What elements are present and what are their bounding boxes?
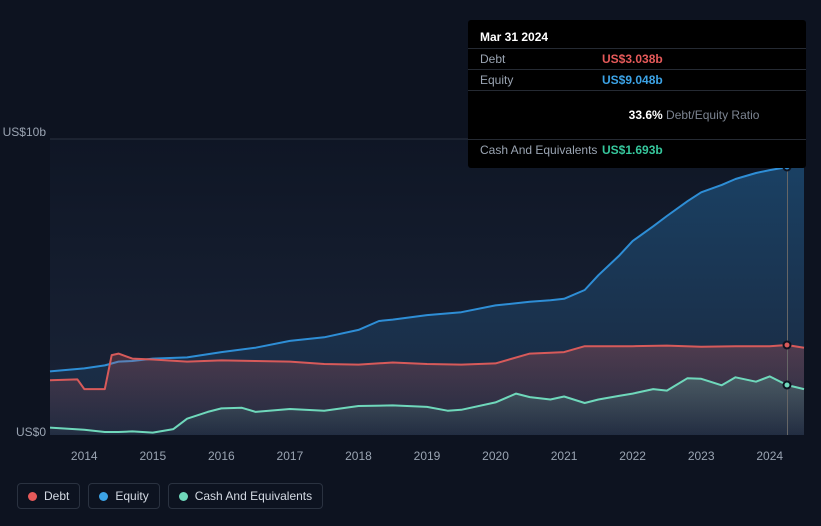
y-tick-label: US$0 (0, 425, 46, 439)
legend-item-debt[interactable]: Debt (17, 483, 80, 509)
x-tick-label: 2019 (414, 449, 441, 463)
tooltip-value: 33.6% Debt/Equity Ratio (602, 94, 759, 136)
legend-label: Cash And Equivalents (195, 489, 312, 503)
legend-item-equity[interactable]: Equity (88, 483, 159, 509)
x-tick-label: 2020 (482, 449, 509, 463)
tooltip-value: US$9.048b (602, 73, 663, 87)
x-tick-label: 2018 (345, 449, 372, 463)
tooltip-value: US$1.693b (602, 143, 663, 157)
tooltip-row-cash: Cash And Equivalents US$1.693b (468, 139, 806, 160)
tooltip-label: Debt (480, 52, 602, 66)
tooltip-value: US$3.038b (602, 52, 663, 66)
series-marker-debt (782, 341, 791, 350)
x-tick-label: 2021 (551, 449, 578, 463)
x-tick-label: 2024 (756, 449, 783, 463)
tooltip-row-ratio: 33.6% Debt/Equity Ratio (468, 90, 806, 139)
x-tick-label: 2016 (208, 449, 235, 463)
circle-icon (179, 492, 188, 501)
tooltip-card: Mar 31 2024 Debt US$3.038b Equity US$9.0… (468, 20, 806, 168)
y-tick-label: US$10b (0, 125, 46, 139)
x-tick-label: 2014 (71, 449, 98, 463)
legend: Debt Equity Cash And Equivalents (17, 483, 323, 509)
x-tick-label: 2017 (277, 449, 304, 463)
legend-label: Equity (115, 489, 148, 503)
chart-root: US$10b US$0 2014 2015 2016 2017 2018 2019 2020… (0, 0, 821, 526)
tooltip-label: Equity (480, 73, 602, 87)
highlight-line (787, 139, 788, 435)
x-tick-label: 2023 (688, 449, 715, 463)
legend-label: Debt (44, 489, 69, 503)
area-chart (50, 139, 804, 435)
x-tick-label: 2015 (139, 449, 166, 463)
circle-icon (99, 492, 108, 501)
tooltip-row-debt: Debt US$3.038b (468, 48, 806, 69)
tooltip-row-equity: Equity US$9.048b (468, 69, 806, 90)
x-tick-label: 2022 (619, 449, 646, 463)
circle-icon (28, 492, 37, 501)
tooltip-label (480, 94, 602, 136)
series-marker-cash (782, 380, 791, 389)
legend-item-cash[interactable]: Cash And Equivalents (168, 483, 323, 509)
tooltip-label: Cash And Equivalents (480, 143, 602, 157)
tooltip-date: Mar 31 2024 (468, 28, 806, 48)
